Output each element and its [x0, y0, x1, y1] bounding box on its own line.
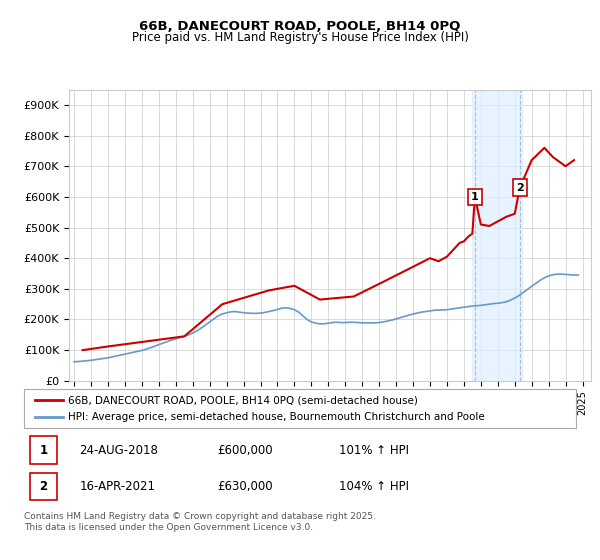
Text: 101% ↑ HPI: 101% ↑ HPI	[338, 444, 409, 456]
Text: 2: 2	[516, 183, 524, 193]
Text: 24-AUG-2018: 24-AUG-2018	[79, 444, 158, 456]
FancyBboxPatch shape	[29, 473, 57, 500]
Text: £600,000: £600,000	[217, 444, 273, 456]
Text: Price paid vs. HM Land Registry's House Price Index (HPI): Price paid vs. HM Land Registry's House …	[131, 31, 469, 44]
Text: £630,000: £630,000	[217, 480, 273, 493]
Text: 66B, DANECOURT ROAD, POOLE, BH14 0PQ (semi-detached house): 66B, DANECOURT ROAD, POOLE, BH14 0PQ (se…	[68, 395, 418, 405]
Text: 16-APR-2021: 16-APR-2021	[79, 480, 155, 493]
FancyBboxPatch shape	[29, 436, 57, 464]
Bar	[472, 90, 521, 381]
Text: Contains HM Land Registry data © Crown copyright and database right 2025.
This d: Contains HM Land Registry data © Crown c…	[24, 512, 376, 532]
Text: 1: 1	[39, 444, 47, 456]
Text: 66B, DANECOURT ROAD, POOLE, BH14 0PQ: 66B, DANECOURT ROAD, POOLE, BH14 0PQ	[139, 20, 461, 32]
Text: 2: 2	[39, 480, 47, 493]
Text: HPI: Average price, semi-detached house, Bournemouth Christchurch and Poole: HPI: Average price, semi-detached house,…	[68, 412, 485, 422]
Text: 104% ↑ HPI: 104% ↑ HPI	[338, 480, 409, 493]
Text: 1: 1	[471, 192, 479, 202]
FancyBboxPatch shape	[24, 389, 576, 428]
